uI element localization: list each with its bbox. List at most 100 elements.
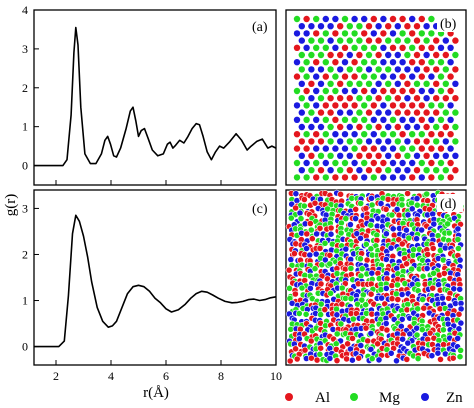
atom [365, 95, 373, 102]
atom [293, 73, 301, 80]
atom [437, 73, 445, 80]
panel-a-ticks: 0 1 2 3 4 [22, 3, 277, 185]
atom [332, 174, 339, 181]
atom [370, 159, 377, 167]
atom [385, 51, 392, 59]
atom [375, 152, 382, 159]
atom [308, 23, 315, 30]
atom [368, 201, 376, 209]
atom [447, 102, 454, 109]
atom [394, 152, 401, 159]
atom [380, 30, 387, 37]
atom [380, 44, 387, 51]
atom [454, 225, 462, 233]
atom [308, 152, 315, 159]
atom [418, 59, 425, 66]
atom [433, 152, 440, 159]
atom [321, 239, 329, 247]
atom [399, 145, 406, 152]
atom [437, 145, 445, 152]
atom [409, 87, 416, 95]
atom [404, 95, 411, 102]
atom [308, 80, 315, 88]
atom [394, 80, 401, 88]
atom [337, 23, 344, 30]
legend-label-mg: Mg [379, 390, 400, 406]
atom [433, 138, 440, 145]
atom [361, 116, 368, 124]
atom [424, 250, 432, 258]
atom [387, 349, 395, 357]
atom [337, 320, 345, 328]
atom [361, 159, 368, 167]
atom [437, 174, 445, 181]
atom [326, 251, 334, 259]
atom [327, 51, 334, 59]
atom [437, 102, 445, 109]
atom [346, 152, 353, 159]
atom [356, 138, 363, 145]
atom [439, 294, 446, 302]
atom [337, 95, 344, 102]
atom [313, 15, 320, 23]
atom [297, 215, 305, 222]
atom [351, 30, 358, 37]
atom [442, 80, 449, 88]
atom [292, 204, 299, 212]
atom [346, 80, 353, 88]
atom [398, 291, 406, 298]
atom [380, 174, 387, 181]
atom [452, 80, 459, 88]
atom [393, 357, 400, 365]
atom [311, 265, 319, 273]
atom [418, 145, 425, 152]
atom [370, 174, 377, 181]
atom [404, 167, 411, 174]
panel-d-label: (d) [440, 197, 457, 212]
atom [452, 66, 459, 73]
atom [457, 319, 465, 327]
atom [298, 80, 305, 88]
atom [409, 159, 416, 167]
atom [351, 174, 358, 181]
atom [433, 37, 440, 44]
atom [423, 152, 430, 159]
atom [418, 226, 425, 234]
atom [404, 339, 412, 347]
atom [385, 167, 392, 174]
atom [307, 354, 315, 362]
y-tick-label: 0 [22, 159, 28, 173]
atom [351, 73, 358, 80]
atom [413, 167, 421, 174]
atom [454, 245, 462, 252]
atom [356, 152, 363, 159]
atom [303, 230, 311, 238]
atom [380, 116, 387, 124]
atom [356, 51, 363, 59]
atom [321, 306, 329, 313]
atom [356, 123, 363, 131]
atom [368, 194, 375, 202]
atom [332, 44, 339, 51]
atom [298, 37, 305, 44]
atom [442, 152, 449, 159]
atom [337, 123, 344, 131]
atom [308, 37, 315, 44]
atom [365, 37, 373, 44]
atom [418, 174, 425, 181]
atom [293, 102, 301, 109]
atom [357, 234, 364, 242]
x-tick-label: 4 [108, 369, 114, 383]
atom [451, 300, 459, 307]
atom [332, 59, 339, 66]
atom [337, 229, 345, 237]
atom [447, 73, 454, 80]
atom [428, 174, 435, 181]
panel-d-atoms [285, 189, 465, 365]
atom [346, 109, 353, 116]
atom [437, 355, 444, 363]
atom [346, 167, 353, 174]
atom [308, 109, 315, 116]
atom [333, 357, 341, 364]
atom [428, 102, 435, 109]
